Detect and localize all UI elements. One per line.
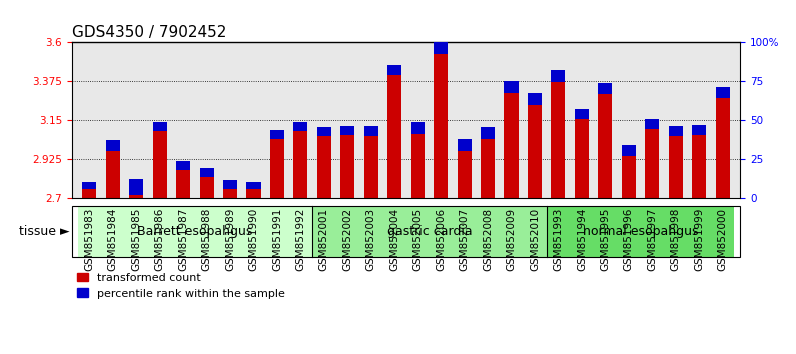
Bar bbox=[247, 182, 260, 189]
Bar bbox=[481, 139, 495, 198]
Bar bbox=[247, 189, 260, 198]
Bar bbox=[458, 151, 472, 198]
Bar bbox=[505, 93, 518, 198]
Bar bbox=[153, 122, 166, 131]
Bar bbox=[575, 109, 589, 120]
Bar bbox=[72, 206, 740, 257]
Bar bbox=[82, 182, 96, 189]
Bar bbox=[82, 189, 96, 198]
Bar bbox=[106, 151, 119, 198]
Bar bbox=[364, 136, 378, 198]
Bar bbox=[528, 105, 542, 198]
Bar bbox=[669, 136, 683, 198]
Bar bbox=[364, 126, 378, 136]
Bar bbox=[317, 136, 331, 198]
Bar bbox=[129, 179, 143, 195]
Bar bbox=[716, 98, 730, 198]
Bar bbox=[646, 129, 659, 198]
Bar bbox=[387, 65, 401, 75]
Bar bbox=[294, 122, 307, 131]
Bar bbox=[693, 135, 706, 198]
Bar bbox=[200, 168, 213, 177]
Bar bbox=[599, 83, 612, 93]
Text: Barrett esopahgus: Barrett esopahgus bbox=[137, 225, 252, 238]
Bar bbox=[481, 127, 495, 139]
Bar bbox=[693, 125, 706, 135]
Bar bbox=[411, 134, 425, 198]
Legend: transformed count, percentile rank within the sample: transformed count, percentile rank withi… bbox=[77, 273, 285, 299]
Bar bbox=[434, 54, 448, 198]
Bar bbox=[622, 145, 636, 156]
Bar bbox=[317, 127, 331, 136]
Bar bbox=[552, 70, 565, 82]
Bar bbox=[153, 131, 166, 198]
Bar bbox=[77, 206, 312, 257]
Bar bbox=[622, 156, 636, 198]
Bar bbox=[669, 126, 683, 136]
Bar bbox=[270, 130, 284, 138]
Bar bbox=[547, 206, 735, 257]
Text: gastric cardia: gastric cardia bbox=[387, 225, 472, 238]
Bar bbox=[312, 206, 547, 257]
Bar bbox=[575, 120, 589, 198]
Bar bbox=[270, 138, 284, 198]
Bar bbox=[294, 131, 307, 198]
Bar bbox=[599, 93, 612, 198]
Bar bbox=[552, 82, 565, 198]
Bar bbox=[223, 189, 237, 198]
Bar bbox=[528, 93, 542, 105]
Bar bbox=[223, 180, 237, 189]
Bar bbox=[129, 195, 143, 198]
Bar bbox=[646, 119, 659, 129]
Text: GDS4350 / 7902452: GDS4350 / 7902452 bbox=[72, 25, 226, 40]
Bar bbox=[411, 122, 425, 134]
Bar bbox=[176, 170, 190, 198]
Bar bbox=[387, 75, 401, 198]
Bar bbox=[200, 177, 213, 198]
Bar bbox=[106, 140, 119, 151]
Text: tissue ►: tissue ► bbox=[18, 225, 69, 238]
Bar bbox=[340, 126, 354, 135]
Bar bbox=[340, 135, 354, 198]
Bar bbox=[716, 87, 730, 98]
Bar bbox=[434, 42, 448, 54]
Text: normal esopahgus: normal esopahgus bbox=[583, 225, 698, 238]
Bar bbox=[176, 161, 190, 170]
Bar bbox=[458, 138, 472, 151]
Bar bbox=[505, 81, 518, 93]
